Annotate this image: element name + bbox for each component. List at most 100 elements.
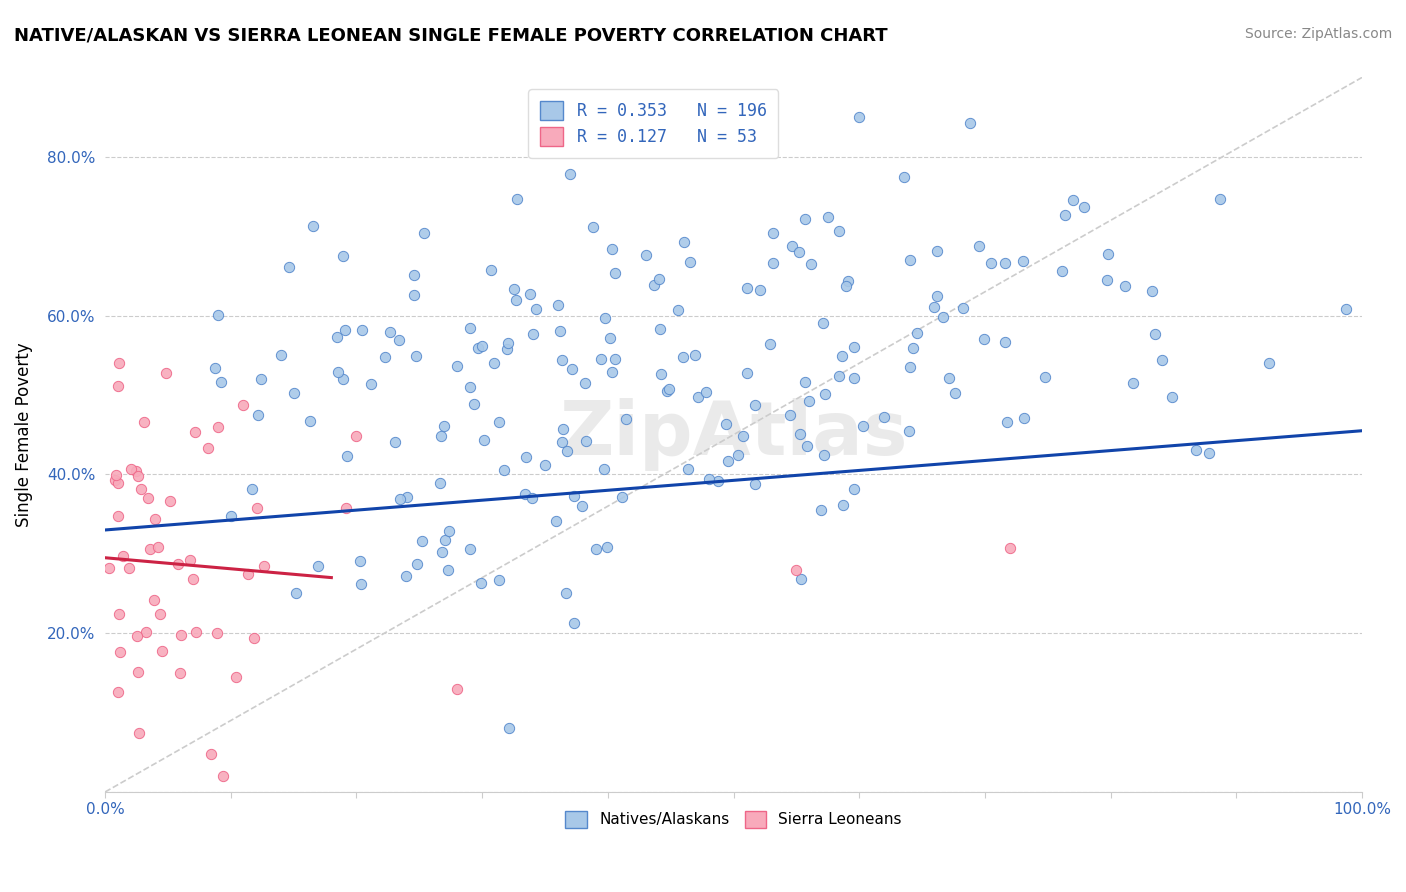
- Point: [727, 449, 749, 463]
- Point: [759, 336, 782, 351]
- Point: [104, 473, 127, 487]
- Point: [277, 260, 299, 274]
- Point: [446, 681, 468, 696]
- Point: [782, 238, 804, 252]
- Point: [243, 631, 266, 645]
- Point: [463, 397, 485, 411]
- Point: [482, 356, 505, 370]
- Point: [688, 390, 710, 404]
- Point: [108, 645, 131, 659]
- Point: [574, 434, 596, 448]
- Point: [817, 210, 839, 224]
- Point: [107, 509, 129, 524]
- Point: [794, 211, 817, 226]
- Point: [519, 287, 541, 301]
- Point: [695, 385, 717, 400]
- Point: [1184, 442, 1206, 457]
- Point: [404, 268, 426, 282]
- Point: [593, 310, 616, 325]
- Point: [707, 475, 730, 489]
- Point: [605, 351, 627, 366]
- Point: [492, 462, 515, 476]
- Point: [672, 350, 695, 364]
- Point: [938, 371, 960, 385]
- Point: [924, 300, 946, 314]
- Point: [666, 303, 689, 318]
- Point: [571, 499, 593, 513]
- Point: [1258, 356, 1281, 370]
- Point: [472, 434, 495, 448]
- Point: [994, 256, 1017, 270]
- Point: [107, 356, 129, 370]
- Point: [498, 722, 520, 736]
- Point: [901, 341, 924, 355]
- Point: [574, 376, 596, 391]
- Point: [170, 628, 193, 642]
- Point: [582, 220, 605, 235]
- Point: [832, 498, 855, 512]
- Point: [238, 567, 260, 582]
- Point: [429, 475, 451, 490]
- Point: [384, 435, 406, 450]
- Point: [1114, 279, 1136, 293]
- Point: [471, 339, 494, 353]
- Point: [658, 382, 681, 396]
- Point: [336, 449, 359, 463]
- Point: [655, 384, 678, 398]
- Point: [842, 371, 865, 385]
- Point: [352, 323, 374, 337]
- Point: [603, 266, 626, 280]
- Point: [995, 415, 1018, 429]
- Point: [898, 360, 921, 375]
- Point: [240, 482, 263, 496]
- Point: [1209, 192, 1232, 206]
- Point: [600, 242, 623, 256]
- Point: [207, 419, 229, 434]
- Point: [349, 576, 371, 591]
- Point: [1073, 200, 1095, 214]
- Text: Source: ZipAtlas.com: Source: ZipAtlas.com: [1244, 27, 1392, 41]
- Point: [852, 418, 875, 433]
- Point: [610, 490, 633, 504]
- Point: [1143, 326, 1166, 341]
- Point: [232, 399, 254, 413]
- Point: [433, 419, 456, 434]
- Point: [790, 572, 813, 586]
- Point: [522, 327, 544, 342]
- Point: [744, 476, 766, 491]
- Point: [138, 491, 160, 505]
- Point: [811, 316, 834, 330]
- Point: [402, 287, 425, 301]
- Point: [395, 568, 418, 582]
- Point: [127, 469, 149, 483]
- Point: [250, 372, 273, 386]
- Point: [326, 365, 349, 379]
- Point: [378, 325, 401, 339]
- Point: [134, 415, 156, 429]
- Point: [522, 491, 544, 505]
- Point: [648, 272, 671, 286]
- Point: [1097, 246, 1119, 260]
- Point: [813, 386, 835, 401]
- Point: [524, 301, 547, 316]
- Point: [439, 524, 461, 538]
- Point: [150, 644, 173, 658]
- Point: [349, 554, 371, 568]
- Point: [980, 256, 1002, 270]
- Point: [1161, 390, 1184, 404]
- Point: [1334, 301, 1357, 316]
- Point: [335, 323, 357, 337]
- Point: [107, 685, 129, 699]
- Point: [183, 425, 205, 439]
- Point: [128, 725, 150, 739]
- Point: [460, 542, 482, 557]
- Point: [505, 192, 527, 206]
- Point: [959, 116, 981, 130]
- Point: [900, 253, 922, 268]
- Point: [120, 462, 142, 476]
- Point: [572, 145, 595, 160]
- Point: [1050, 264, 1073, 278]
- Point: [844, 482, 866, 496]
- Point: [107, 379, 129, 393]
- Point: [332, 249, 354, 263]
